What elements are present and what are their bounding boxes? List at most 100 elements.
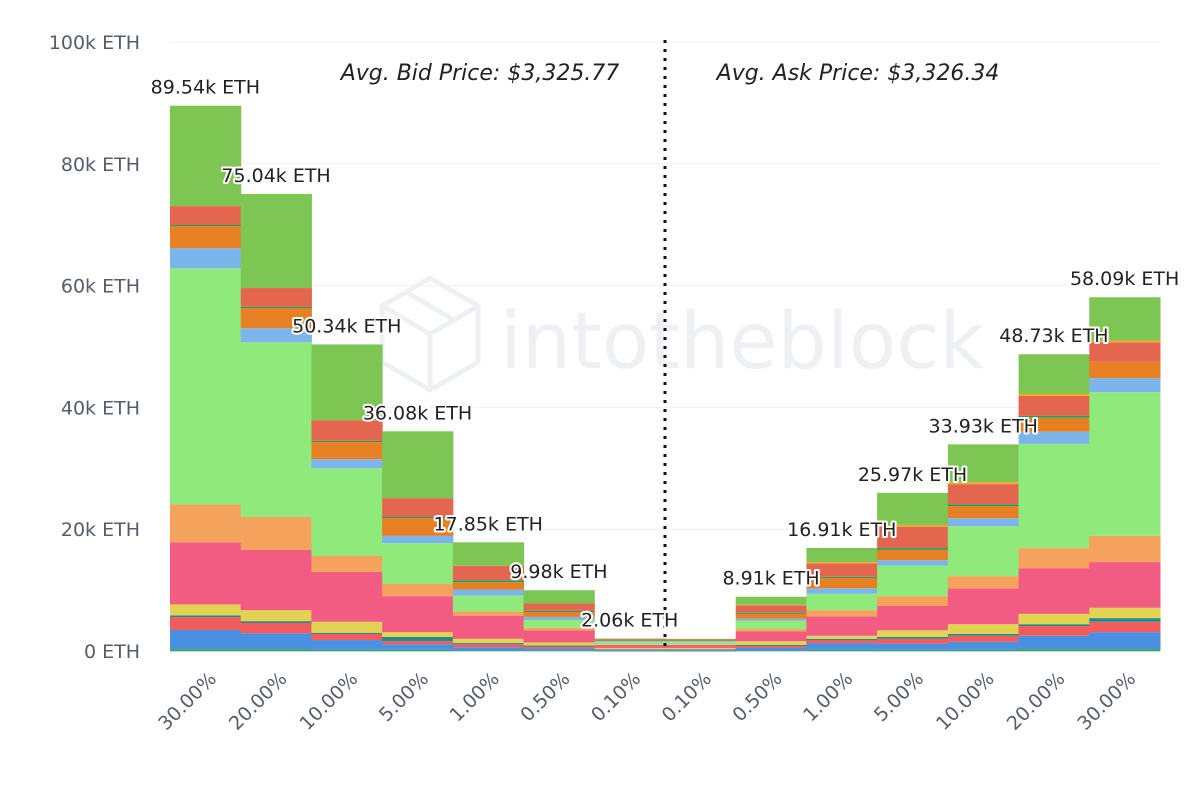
x-tick-label: 0.50% — [728, 668, 786, 726]
bar-segment — [382, 517, 454, 519]
bar-segment — [665, 644, 737, 645]
bar-segment — [1018, 626, 1090, 636]
bar-segment — [594, 641, 666, 642]
bar-segment — [170, 604, 242, 616]
bar-segment — [1089, 535, 1161, 563]
bar-segment — [1018, 613, 1090, 625]
bar-segment — [806, 610, 878, 617]
bar-segment — [240, 194, 312, 289]
bar-segment — [240, 622, 312, 634]
bar-segment — [735, 646, 807, 648]
bar-segment — [947, 504, 1020, 507]
bar-segment — [311, 571, 383, 622]
bar-segment — [947, 482, 1020, 485]
bar-segment — [594, 649, 666, 651]
bar-segment — [452, 611, 525, 616]
bar-segment — [170, 629, 242, 650]
bar-segment — [877, 560, 949, 566]
bar-segment — [806, 562, 878, 564]
bar-segment — [806, 643, 878, 650]
bar-segment — [240, 308, 312, 329]
bar-segment — [311, 649, 383, 651]
bar-segment — [735, 644, 807, 647]
bar-stack — [382, 431, 454, 651]
bar-segment — [1089, 562, 1161, 608]
bar-segment — [382, 596, 454, 633]
bar-segment — [806, 616, 878, 636]
bar-segment — [170, 504, 242, 543]
bar-segment — [1018, 635, 1090, 650]
y-tick-label: 100k ETH — [49, 32, 140, 54]
bar-segment — [594, 639, 666, 641]
bar-segment — [1089, 392, 1161, 536]
bar-segment — [311, 621, 383, 633]
y-axis: 0 ETH 20k ETH 40k ETH 60k ETH 80k ETH 100k ET… — [49, 32, 140, 663]
bar-segment — [735, 629, 807, 632]
y-tick-label: 60k ETH — [61, 276, 140, 298]
bar-segment — [523, 650, 595, 651]
bar-segment — [1089, 618, 1161, 622]
bar-segment — [240, 288, 312, 307]
bar-segment — [806, 593, 878, 611]
bar-segment — [735, 620, 807, 630]
bar-segment — [170, 617, 242, 630]
bar-segment — [665, 649, 737, 651]
bar-segment — [452, 647, 525, 651]
bar-segment — [1089, 361, 1161, 379]
bar-segment — [947, 635, 1020, 642]
bar-segment — [594, 647, 666, 650]
x-tick-label: 1.00% — [799, 668, 857, 726]
bar-segment — [877, 596, 949, 606]
bar-segment — [240, 517, 312, 550]
bar-segment — [735, 631, 807, 642]
bar-segment — [806, 576, 878, 578]
bar-stack — [240, 194, 312, 651]
x-axis: 30.00% 20.00% 10.00% 5.00% 1.00% 0.50% 0.10% 0.… — [154, 668, 1140, 735]
bar-segment — [806, 638, 878, 641]
bar-segment — [735, 613, 807, 619]
bar-segment — [240, 649, 312, 651]
bar-total-label: 33.93k ETH — [929, 415, 1038, 437]
bar-segment — [523, 590, 595, 604]
bar-segment — [170, 105, 242, 207]
bar-segment — [806, 577, 878, 589]
bar-segment — [523, 619, 595, 628]
bar-segment — [806, 563, 878, 577]
avg-ask-price: Avg. Ask Price: $3,326.34 — [715, 61, 1000, 86]
bar-segment — [452, 595, 525, 612]
bar-segment — [594, 638, 666, 640]
bar-stack — [1018, 354, 1090, 651]
bar-segment — [877, 638, 949, 644]
bar-segment — [877, 649, 949, 651]
bar-segment — [382, 636, 454, 642]
bar-segment — [877, 630, 949, 637]
bar-segment — [594, 644, 666, 645]
bar-segment — [1089, 632, 1161, 650]
bar-segment — [311, 344, 383, 421]
bar-segment — [170, 268, 242, 505]
bar-segment — [735, 618, 807, 621]
y-tick-label: 40k ETH — [61, 397, 140, 419]
bar-segment — [665, 640, 737, 641]
bar-segment — [1018, 568, 1090, 614]
bar-segment — [947, 526, 1020, 577]
bar-segment — [382, 644, 454, 650]
bar-segment — [382, 518, 454, 536]
bar-segment — [594, 640, 666, 641]
bar-segment — [523, 642, 595, 646]
x-tick-label: 30.00% — [154, 668, 221, 735]
bar-segment — [452, 580, 525, 583]
bar-segment — [311, 420, 383, 441]
bar-segment — [1018, 548, 1090, 569]
bar-segment — [523, 645, 595, 647]
bar-segment — [665, 640, 737, 642]
bar-segment — [877, 548, 949, 550]
bar-segment — [452, 565, 525, 581]
bar-segment — [877, 492, 949, 525]
bar-total-label: 50.34k ETH — [292, 315, 401, 337]
bar-segment — [1018, 624, 1090, 627]
watermark-text: intotheblock — [500, 297, 984, 387]
bar-segment — [806, 649, 878, 651]
bar-segment — [877, 524, 949, 527]
bar-segment — [240, 610, 312, 622]
